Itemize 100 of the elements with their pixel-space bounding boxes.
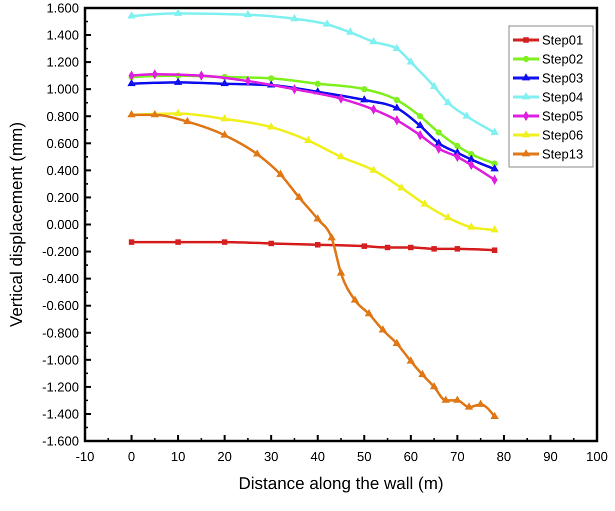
point <box>462 111 471 119</box>
point <box>268 240 274 246</box>
x-tick-label: 40 <box>310 449 325 464</box>
x-axis-title: Distance along the wall (m) <box>238 474 444 493</box>
legend-label: Step05 <box>542 108 584 124</box>
point <box>406 57 415 65</box>
legend-label: Step01 <box>542 32 584 48</box>
point <box>220 78 229 86</box>
y-tick-label: -0.200 <box>42 244 79 260</box>
point <box>467 222 476 230</box>
point <box>314 214 322 222</box>
point <box>420 199 429 207</box>
point <box>436 129 442 136</box>
point <box>397 183 406 190</box>
point <box>408 244 414 250</box>
y-tick-label: 0.800 <box>46 108 79 124</box>
point <box>268 75 274 82</box>
point <box>392 44 402 51</box>
legend-label: Step02 <box>542 52 584 67</box>
point <box>174 8 182 16</box>
x-tick-label: 30 <box>264 449 278 464</box>
legend-label: Step06 <box>542 128 584 143</box>
point <box>454 246 460 252</box>
point <box>430 382 438 390</box>
point <box>392 338 402 346</box>
x-tick-label: 80 <box>496 449 512 464</box>
x-tick-label: 20 <box>217 449 232 464</box>
y-axis-title: Vertical displacement (mm) <box>7 122 26 328</box>
point <box>294 192 304 200</box>
point <box>369 166 378 173</box>
point <box>183 116 192 124</box>
x-tick-label: -10 <box>76 449 94 464</box>
point <box>220 114 229 122</box>
y-tick-label: 1.600 <box>46 0 79 16</box>
y-tick-label: -0.800 <box>42 325 79 340</box>
point <box>430 82 438 89</box>
point <box>431 246 437 252</box>
point <box>394 96 400 104</box>
legend-label: Step04 <box>542 90 584 105</box>
y-tick-label: -1.200 <box>42 379 79 394</box>
y-tick-label: 0.200 <box>46 190 79 205</box>
y-tick-label: 0.000 <box>46 217 79 232</box>
point <box>417 113 424 120</box>
point <box>490 412 499 420</box>
point <box>276 170 285 177</box>
point <box>336 268 346 276</box>
point <box>416 120 424 128</box>
point <box>127 11 136 19</box>
point <box>369 37 378 44</box>
x-tick-label: 100 <box>586 449 608 464</box>
point <box>314 80 321 87</box>
y-tick-label: -0.400 <box>42 271 79 286</box>
x-tick-label: 70 <box>450 449 465 464</box>
point <box>175 239 181 245</box>
point <box>406 356 415 364</box>
point <box>350 295 360 303</box>
y-tick-label: 0.600 <box>46 136 79 151</box>
point <box>361 86 368 92</box>
point <box>492 247 498 253</box>
point <box>364 309 374 316</box>
point <box>378 325 388 332</box>
legend-label: Step03 <box>542 70 584 86</box>
point <box>454 142 460 150</box>
point <box>267 122 276 130</box>
x-tick-label: 10 <box>170 449 186 464</box>
point <box>253 149 262 157</box>
point <box>384 244 390 250</box>
x-tick-label: 90 <box>543 449 558 464</box>
point <box>490 128 499 135</box>
point <box>128 239 134 245</box>
point <box>476 400 485 407</box>
point <box>150 110 159 118</box>
point <box>490 225 499 232</box>
x-tick-label: 60 <box>404 449 418 464</box>
point <box>362 243 368 249</box>
point <box>314 242 320 248</box>
point <box>174 108 182 116</box>
y-tick-label: -1.600 <box>42 434 79 449</box>
point <box>490 164 499 172</box>
y-tick-label: 1.000 <box>46 82 79 97</box>
y-tick-label: 1.200 <box>46 54 79 70</box>
point <box>322 19 332 27</box>
y-tick-label: -0.600 <box>42 298 79 314</box>
point <box>442 396 450 403</box>
point <box>444 98 452 106</box>
point <box>328 233 336 240</box>
x-tick-label: 0 <box>128 449 136 464</box>
y-tick-label: -1.000 <box>42 352 79 368</box>
point <box>464 402 474 410</box>
x-tick-label: 50 <box>357 449 372 464</box>
point <box>290 14 299 22</box>
point <box>244 10 252 18</box>
point <box>346 28 354 35</box>
point <box>222 239 228 245</box>
point <box>360 95 368 102</box>
y-tick-label: 1.400 <box>46 28 79 43</box>
point <box>174 78 182 85</box>
legend-label: Step13 <box>542 146 584 162</box>
y-tick-label: 0.400 <box>46 162 79 178</box>
y-tick-label: -1.400 <box>42 406 79 422</box>
